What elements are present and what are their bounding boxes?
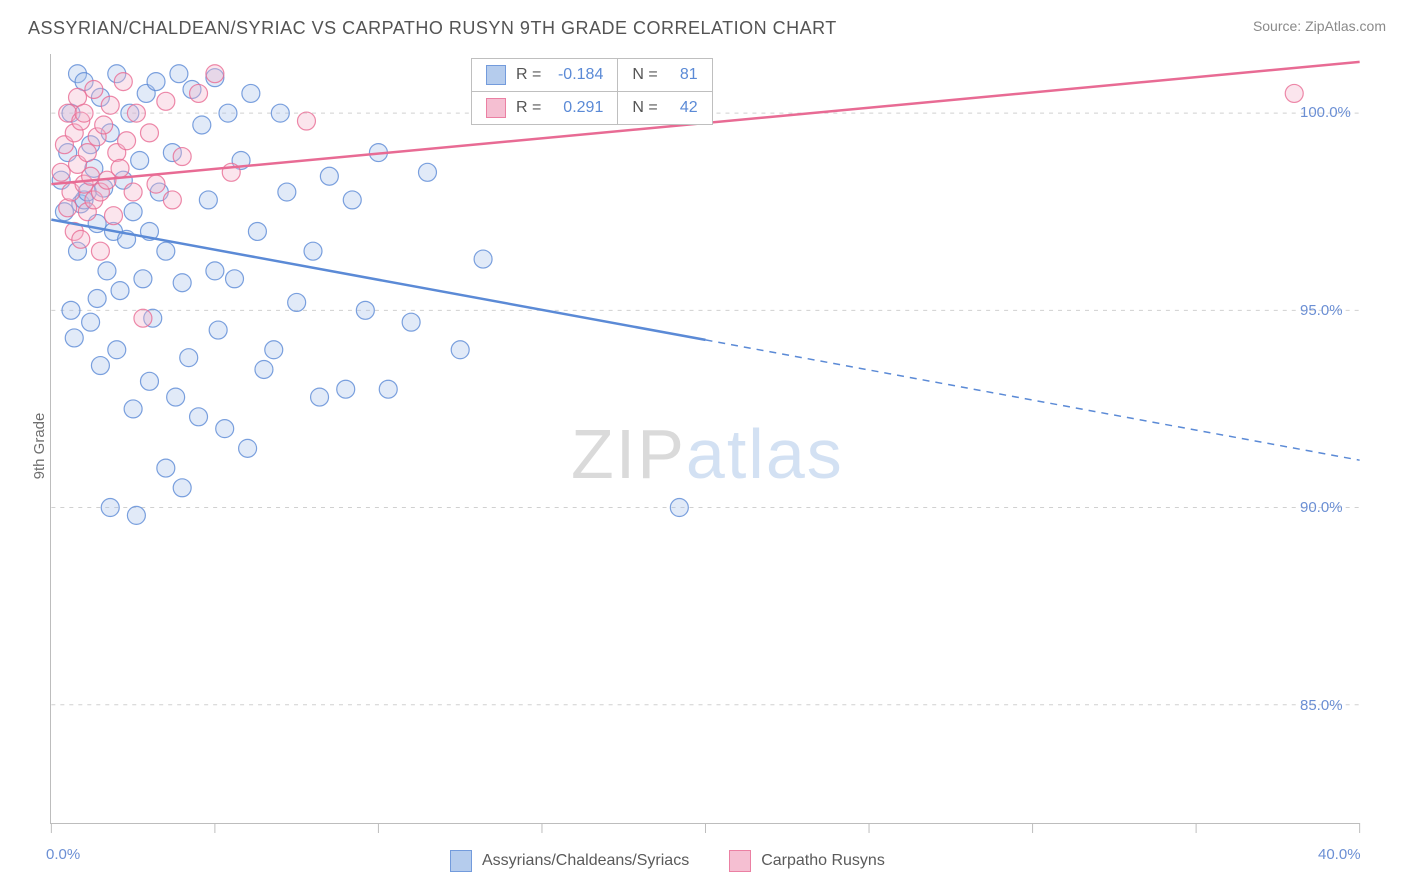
n-label-b: N = xyxy=(632,99,657,117)
y-axis-label: 9th Grade xyxy=(31,413,48,480)
stats-n-a: N = 81 xyxy=(617,59,711,91)
plot-area: ZIPatlas R = -0.184 N = 81 R = 0.291 xyxy=(50,54,1360,824)
stats-n-b: N = 42 xyxy=(617,92,711,124)
bottom-legend-label-b: Carpatho Rusyns xyxy=(761,852,885,870)
n-value-b: 42 xyxy=(664,99,698,117)
r-value-b: 0.291 xyxy=(547,99,603,117)
swatch-a-icon xyxy=(486,65,506,85)
r-label-b: R = xyxy=(516,99,541,117)
stats-legend-row-b: R = 0.291 N = 42 xyxy=(472,91,712,124)
y-tick-label: 85.0% xyxy=(1300,697,1343,714)
stats-legend: R = -0.184 N = 81 R = 0.291 N = 42 xyxy=(471,58,713,125)
swatch-b-icon xyxy=(486,98,506,118)
x-tick-label: 0.0% xyxy=(46,846,80,863)
chart-title: ASSYRIAN/CHALDEAN/SYRIAC VS CARPATHO RUS… xyxy=(28,18,837,39)
r-value-a: -0.184 xyxy=(547,66,603,84)
bottom-legend: Assyrians/Chaldeans/Syriacs Carpatho Rus… xyxy=(450,850,885,872)
n-label-a: N = xyxy=(632,66,657,84)
x-tick-label: 40.0% xyxy=(1318,846,1361,863)
stats-swatch-b: R = 0.291 xyxy=(472,92,617,124)
y-tick-label: 100.0% xyxy=(1300,104,1351,121)
chart-svg xyxy=(51,54,1360,823)
y-tick-label: 95.0% xyxy=(1300,302,1343,319)
bottom-swatch-b-icon xyxy=(729,850,751,872)
n-value-a: 81 xyxy=(664,66,698,84)
source-label: Source: ZipAtlas.com xyxy=(1253,18,1386,34)
chart-container: ASSYRIAN/CHALDEAN/SYRIAC VS CARPATHO RUS… xyxy=(0,0,1406,892)
stats-legend-row-a: R = -0.184 N = 81 xyxy=(472,59,712,91)
bottom-legend-label-a: Assyrians/Chaldeans/Syriacs xyxy=(482,852,689,870)
y-tick-label: 90.0% xyxy=(1300,499,1343,516)
stats-swatch-a: R = -0.184 xyxy=(472,59,617,91)
r-label-a: R = xyxy=(516,66,541,84)
bottom-swatch-a-icon xyxy=(450,850,472,872)
